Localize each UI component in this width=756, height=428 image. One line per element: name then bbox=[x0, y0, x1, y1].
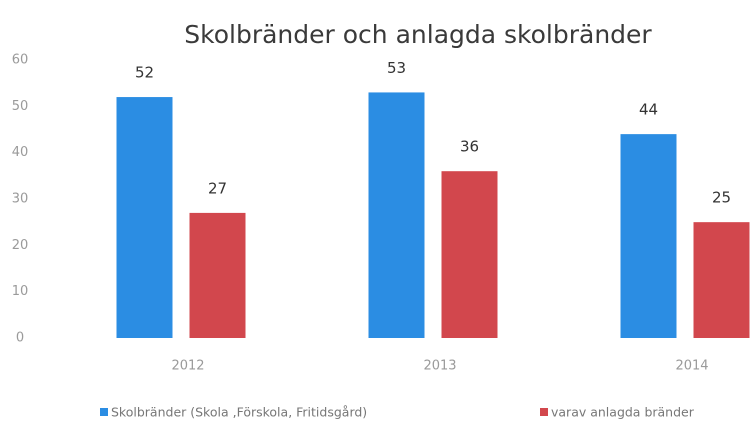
y-tick-label: 60 bbox=[12, 53, 29, 68]
y-tick-label: 30 bbox=[12, 192, 29, 207]
y-tick-label: 50 bbox=[12, 99, 29, 114]
value-label: 27 bbox=[208, 179, 227, 197]
legend-swatch bbox=[100, 408, 108, 416]
legend-label: varav anlagda bränder bbox=[551, 405, 695, 420]
x-tick-label: 2013 bbox=[423, 359, 456, 374]
legend-label: Skolbränder (Skola ,Förskola, Fritidsgår… bbox=[111, 405, 367, 420]
y-tick-label: 40 bbox=[12, 145, 29, 160]
bar bbox=[441, 171, 498, 338]
bar bbox=[693, 222, 750, 338]
bar bbox=[189, 212, 246, 338]
value-label: 44 bbox=[639, 101, 658, 119]
y-tick-label: 20 bbox=[12, 238, 29, 253]
bar bbox=[368, 92, 425, 338]
x-tick-label: 2014 bbox=[675, 359, 708, 374]
x-tick-label: 2012 bbox=[171, 359, 204, 374]
bar bbox=[620, 134, 677, 338]
bar bbox=[116, 97, 173, 338]
value-label: 52 bbox=[135, 64, 154, 82]
y-tick-label: 0 bbox=[16, 331, 24, 346]
value-label: 25 bbox=[712, 189, 731, 207]
chart-title: Skolbränder och anlagda skolbränder bbox=[184, 20, 652, 49]
legend-swatch bbox=[540, 408, 548, 416]
value-label: 36 bbox=[460, 138, 479, 156]
value-label: 53 bbox=[387, 59, 406, 77]
y-tick-label: 10 bbox=[12, 284, 29, 299]
